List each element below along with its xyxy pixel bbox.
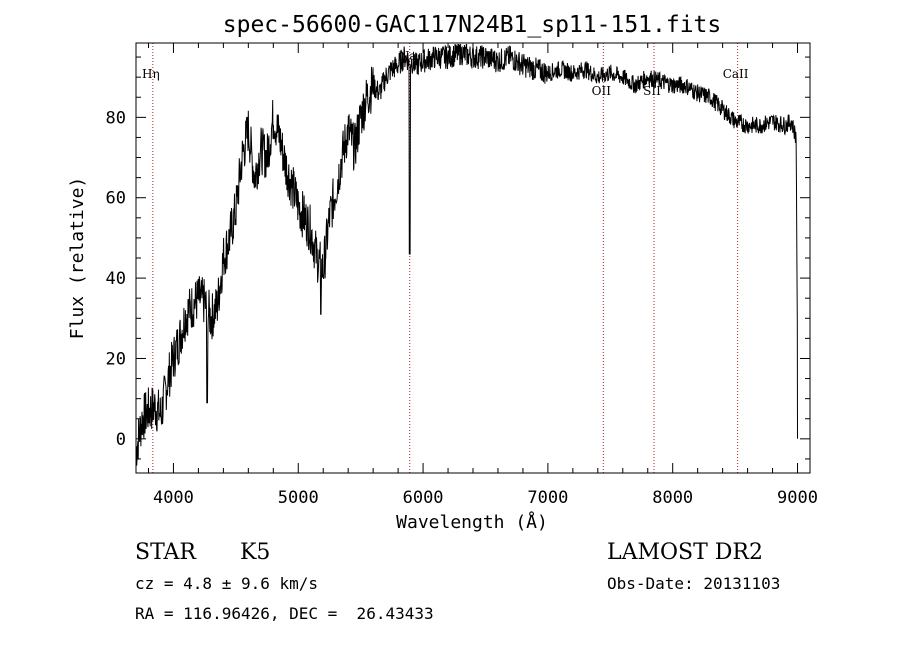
y-tick-label: 40 — [106, 269, 126, 289]
x-axis-ticks: 4000 5000 6000 7000 8000 9000 — [147, 43, 818, 508]
y-tick-label: 80 — [106, 108, 126, 128]
plot-frame — [135, 42, 811, 474]
x-tick-label: 8000 — [652, 488, 693, 508]
x-tick-label: 4000 — [153, 488, 194, 508]
chart-title: spec-56600-GAC117N24B1_sp11-151.fits — [223, 12, 722, 38]
redshift-velocity: cz = 4.8 ± 9.6 km/s — [135, 574, 319, 593]
y-axis-label: Flux (relative) — [67, 177, 88, 340]
x-tick-label: 7000 — [527, 488, 568, 508]
spectral-line-label: Na — [399, 49, 417, 63]
spectral-line-label: Hη — [142, 67, 160, 81]
spectral-line-labels: Hη Na OII SII CaII — [142, 49, 749, 98]
spectrum-chart: spec-56600-GAC117N24B1_sp11-151.fits 400… — [67, 12, 818, 533]
spectral-line-markers — [152, 43, 739, 473]
y-tick-label: 20 — [106, 349, 126, 369]
spectral-line-label: SII — [643, 84, 661, 98]
y-axis-ticks: 0 20 40 60 80 — [106, 56, 810, 460]
spectral-line-label: OII — [592, 84, 612, 98]
survey-name: LAMOST DR2 — [607, 540, 763, 565]
spectral-line-label: CaII — [723, 67, 749, 81]
x-tick-label: 6000 — [403, 488, 444, 508]
spectrum-series-line — [135, 43, 798, 466]
y-tick-label: 60 — [106, 189, 126, 209]
object-class: STAR — [135, 540, 196, 565]
x-tick-label: 9000 — [777, 488, 818, 508]
y-tick-label: 0 — [116, 430, 126, 450]
x-axis-label: Wavelength (Å) — [396, 511, 548, 533]
x-tick-label: 5000 — [278, 488, 319, 508]
observation-date: Obs-Date: 20131103 — [607, 574, 781, 593]
spectral-subclass: K5 — [240, 540, 271, 565]
sky-coordinates: RA = 116.96426, DEC = 26.43433 — [135, 604, 434, 623]
